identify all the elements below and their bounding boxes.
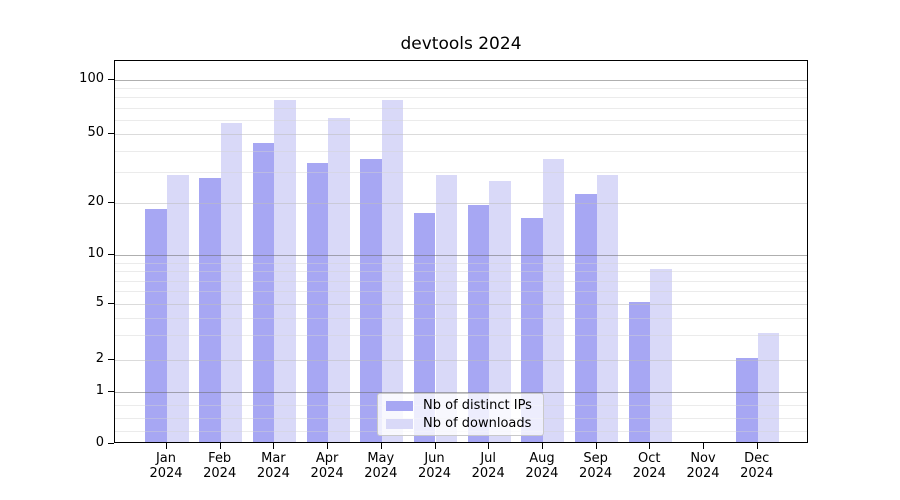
legend-label-downloads: Nb of downloads <box>423 416 532 431</box>
y-tick-label-50: 50 <box>87 124 104 140</box>
gridline-y-60 <box>115 119 807 121</box>
legend-label-distinct-ips: Nb of distinct IPs <box>423 398 532 413</box>
x-tick-mark-oct <box>649 443 651 449</box>
x-tick-label-aug: Aug 2024 <box>525 451 559 481</box>
bar-nb-of-downloads-jan <box>167 175 189 442</box>
bar-nb-of-downloads-mar <box>274 100 296 442</box>
gridline-y-9 <box>115 262 807 264</box>
gridline-y-90 <box>115 88 807 90</box>
bar-nb-of-distinct-ips-feb <box>199 178 221 442</box>
x-tick-label-oct: Oct 2024 <box>632 451 666 481</box>
bar-nb-of-distinct-ips-aug <box>521 217 543 442</box>
bar-nb-of-distinct-ips-mar <box>252 143 275 442</box>
gridline-y-10 <box>115 255 807 257</box>
legend-swatch-downloads <box>386 418 413 429</box>
bar-nb-of-distinct-ips-may <box>360 158 382 442</box>
y-tick-mark-1 <box>108 390 114 392</box>
x-tick-label-feb: Feb 2024 <box>203 451 237 481</box>
x-tick-mark-sep <box>595 443 597 449</box>
y-tick-label-1: 1 <box>95 382 104 398</box>
y-tick-mark-20 <box>108 201 114 203</box>
legend-swatch-distinct-ips <box>386 400 413 411</box>
y-tick-label-20: 20 <box>87 193 104 209</box>
gridline-y-80 <box>115 97 807 99</box>
bar-nb-of-distinct-ips-jun <box>413 213 436 442</box>
gridline-y-3 <box>115 335 807 337</box>
y-tick-mark-0 <box>108 443 114 444</box>
x-tick-label-mar: Mar 2024 <box>256 451 290 481</box>
y-tick-label-2: 2 <box>95 351 104 366</box>
bar-nb-of-downloads-jun <box>435 175 458 442</box>
x-tick-mark-dec <box>756 443 758 449</box>
gridline-y-100 <box>115 80 807 82</box>
bar-nb-of-downloads-sep <box>596 175 619 442</box>
gridline-y-20 <box>115 202 807 204</box>
x-tick-label-jun: Jun 2024 <box>417 451 452 481</box>
x-tick-mark-jan <box>166 443 167 449</box>
bar-nb-of-distinct-ips-jul <box>467 204 490 442</box>
x-tick-mark-mar <box>273 443 275 449</box>
gridline-y-50 <box>115 133 807 135</box>
gridline-y-4 <box>115 317 807 319</box>
gridline-y-7 <box>115 280 807 282</box>
gridline-y-30 <box>115 172 807 174</box>
y-tick-label-10: 10 <box>87 246 104 262</box>
x-tick-label-jul: Jul 2024 <box>471 451 505 481</box>
gridline-y-1 <box>115 391 807 393</box>
x-tick-label-nov: Nov 2024 <box>686 451 720 481</box>
x-tick-mark-aug <box>541 443 543 449</box>
plot-area <box>114 60 808 443</box>
x-tick-mark-feb <box>219 443 221 449</box>
bar-nb-of-distinct-ips-dec <box>736 358 758 442</box>
y-tick-label-0: 0 <box>95 435 104 450</box>
y-tick-mark-100 <box>108 79 114 81</box>
chart-title: devtools 2024 <box>400 34 522 54</box>
bar-nb-of-distinct-ips-oct <box>628 302 651 442</box>
gridline-y-2 <box>115 360 807 361</box>
x-tick-mark-nov <box>703 443 704 449</box>
legend: Nb of distinct IPs Nb of downloads <box>377 393 544 436</box>
x-tick-mark-may <box>380 443 382 449</box>
x-tick-label-apr: Apr 2024 <box>310 451 344 481</box>
bar-nb-of-downloads-may <box>381 100 404 442</box>
bar-nb-of-distinct-ips-jan <box>145 208 167 442</box>
y-tick-mark-2 <box>108 359 114 360</box>
y-tick-label-100: 100 <box>79 71 104 87</box>
y-tick-label-5: 5 <box>95 295 104 311</box>
y-tick-mark-10 <box>108 254 114 256</box>
gridline-y-40 <box>115 150 807 152</box>
x-tick-mark-jun <box>434 443 436 449</box>
bar-nb-of-downloads-feb <box>220 122 243 442</box>
bar-nb-of-distinct-ips-apr <box>306 163 329 442</box>
bar-nb-of-downloads-oct <box>650 269 672 442</box>
bar-nb-of-downloads-aug <box>542 158 565 442</box>
bar-nb-of-downloads-jul <box>489 180 511 442</box>
bar-nb-of-downloads-dec <box>757 333 780 442</box>
x-tick-label-jan: Jan 2024 <box>149 451 183 481</box>
x-tick-mark-apr <box>327 443 329 449</box>
gridline-y-70 <box>115 107 807 109</box>
y-tick-mark-5 <box>108 303 114 305</box>
gridline-y-5 <box>115 304 807 306</box>
gridline-y-6 <box>115 291 807 293</box>
x-tick-mark-jul <box>488 443 490 449</box>
legend-item-distinct-ips: Nb of distinct IPs <box>386 398 535 413</box>
x-tick-label-sep: Sep 2024 <box>579 451 613 481</box>
legend-item-downloads: Nb of downloads <box>386 416 535 431</box>
gridline-y-8 <box>115 271 807 273</box>
x-tick-label-may: May 2024 <box>364 451 398 481</box>
x-tick-label-dec: Dec 2024 <box>740 451 774 481</box>
y-tick-mark-50 <box>108 132 114 134</box>
